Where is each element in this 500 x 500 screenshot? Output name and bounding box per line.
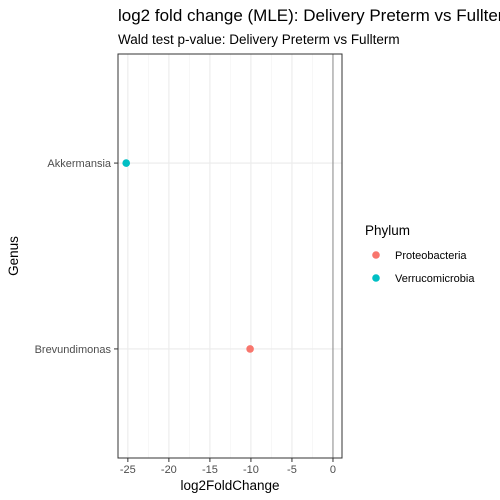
x-tick-label: -10	[243, 464, 259, 476]
y-tick-label: Akkermansia	[47, 158, 111, 170]
x-tick-label: -5	[287, 464, 297, 476]
legend-title: Phylum	[365, 223, 410, 238]
legend-key	[372, 251, 380, 259]
x-axis-title: log2FoldChange	[180, 478, 279, 493]
x-tick-label: -15	[202, 464, 218, 476]
x-tick-label: 0	[330, 464, 336, 476]
x-tick-label: -20	[161, 464, 177, 476]
y-axis-ticks: Akkermansia Brevundimonas	[35, 158, 118, 356]
legend: Phylum Proteobacteria Verrucomicrobia	[365, 223, 475, 285]
data-point	[246, 345, 254, 353]
panel-border	[117, 53, 343, 459]
legend-key	[372, 274, 380, 282]
chart-title: log2 fold change (MLE): Delivery Preterm…	[118, 6, 500, 25]
data-point	[122, 159, 131, 167]
data-points	[122, 159, 254, 353]
x-axis-ticks: -25 -20 -15 -10 -5 0	[120, 458, 336, 476]
legend-label: Verrucomicrobia	[395, 273, 475, 285]
plot-panel	[118, 54, 342, 458]
minor-gridlines	[148, 54, 313, 458]
chart-subtitle: Wald test p-value: Delivery Preterm vs F…	[118, 32, 400, 47]
y-axis-title: Genus	[6, 236, 21, 276]
legend-entries: Proteobacteria Verrucomicrobia	[372, 250, 475, 285]
legend-label: Proteobacteria	[395, 250, 467, 262]
x-tick-label: -25	[120, 464, 136, 476]
y-tick-label: Brevundimonas	[35, 344, 112, 356]
